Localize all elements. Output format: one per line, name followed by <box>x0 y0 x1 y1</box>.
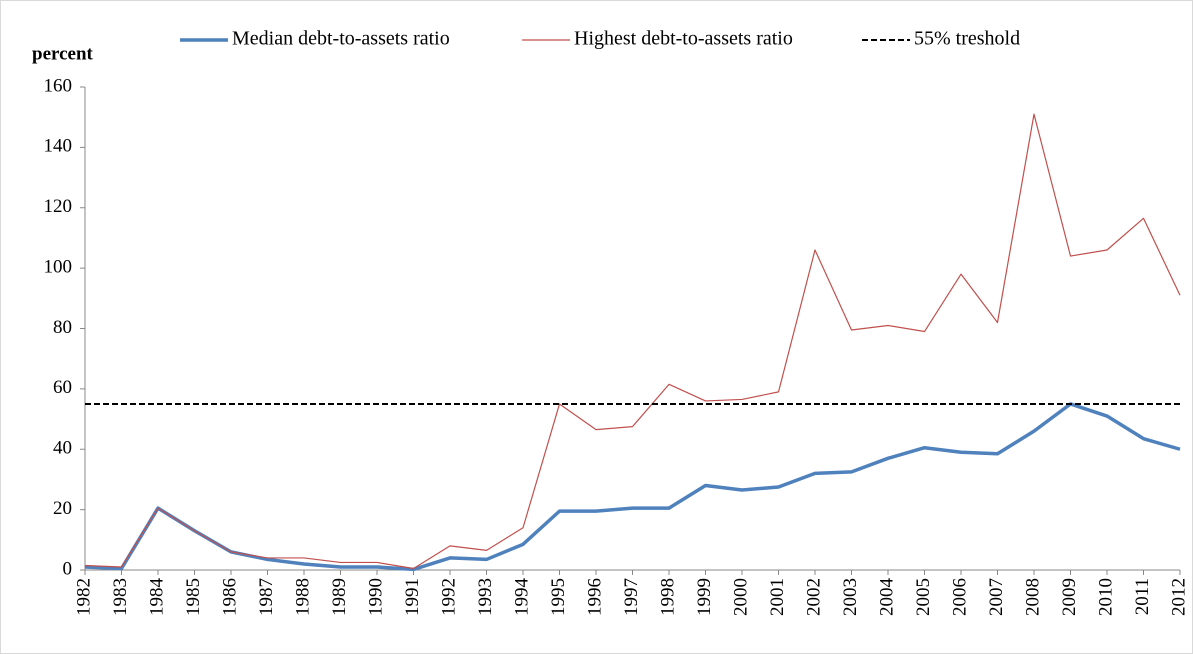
x-tick-label: 1999 <box>694 578 715 616</box>
x-tick-label: 1987 <box>256 578 277 616</box>
y-tick-label: 140 <box>44 136 73 157</box>
legend-label: Median debt-to-assets ratio <box>232 28 450 50</box>
y-tick-label: 100 <box>44 256 73 277</box>
x-tick-label: 1995 <box>548 578 569 616</box>
x-tick-label: 1984 <box>146 578 167 617</box>
x-tick-label: 1982 <box>73 578 94 616</box>
x-tick-label: 2003 <box>840 578 861 616</box>
x-tick-label: 1989 <box>329 578 350 616</box>
x-tick-label: 1998 <box>657 578 678 616</box>
x-tick-label: 2012 <box>1168 578 1189 616</box>
y-tick-label: 120 <box>44 196 73 217</box>
x-tick-label: 1988 <box>292 578 313 616</box>
series-line <box>84 402 1181 572</box>
x-tick-label: 1985 <box>183 578 204 616</box>
series-line <box>84 113 1181 570</box>
x-tick-label: 1993 <box>475 578 496 616</box>
x-tick-label: 1990 <box>365 578 386 616</box>
x-tick-label: 2000 <box>730 578 751 616</box>
y-tick-label: 80 <box>53 317 72 338</box>
x-tick-label: 1986 <box>219 578 240 616</box>
y-tick-label: 160 <box>44 75 73 96</box>
x-tick-label: 2004 <box>876 578 897 617</box>
x-tick-label: 2009 <box>1059 578 1080 616</box>
x-tick-label: 2002 <box>803 578 824 616</box>
y-tick-label: 0 <box>63 558 73 579</box>
x-tick-label: 2005 <box>913 578 934 616</box>
x-tick-label: 2008 <box>1022 578 1043 616</box>
x-tick-label: 1991 <box>402 578 423 616</box>
x-tick-label: 2010 <box>1095 578 1116 616</box>
x-tick-label: 2001 <box>767 578 788 616</box>
x-tick-label: 1997 <box>621 578 642 616</box>
legend-label: Highest debt-to-assets ratio <box>574 28 793 50</box>
x-tick-label: 2006 <box>949 578 970 616</box>
legend-label: 55% treshold <box>914 28 1020 50</box>
y-tick-label: 20 <box>53 498 72 519</box>
y-tick-label: 60 <box>53 377 72 398</box>
y-tick-label: 40 <box>53 438 72 459</box>
x-tick-label: 1992 <box>438 578 459 616</box>
x-tick-label: 2007 <box>986 578 1007 616</box>
x-tick-label: 1994 <box>511 578 532 617</box>
y-axis-label: percent <box>32 43 94 64</box>
x-tick-label: 1983 <box>110 578 131 616</box>
x-tick-label: 1996 <box>584 578 605 616</box>
x-tick-label: 2011 <box>1132 578 1153 615</box>
